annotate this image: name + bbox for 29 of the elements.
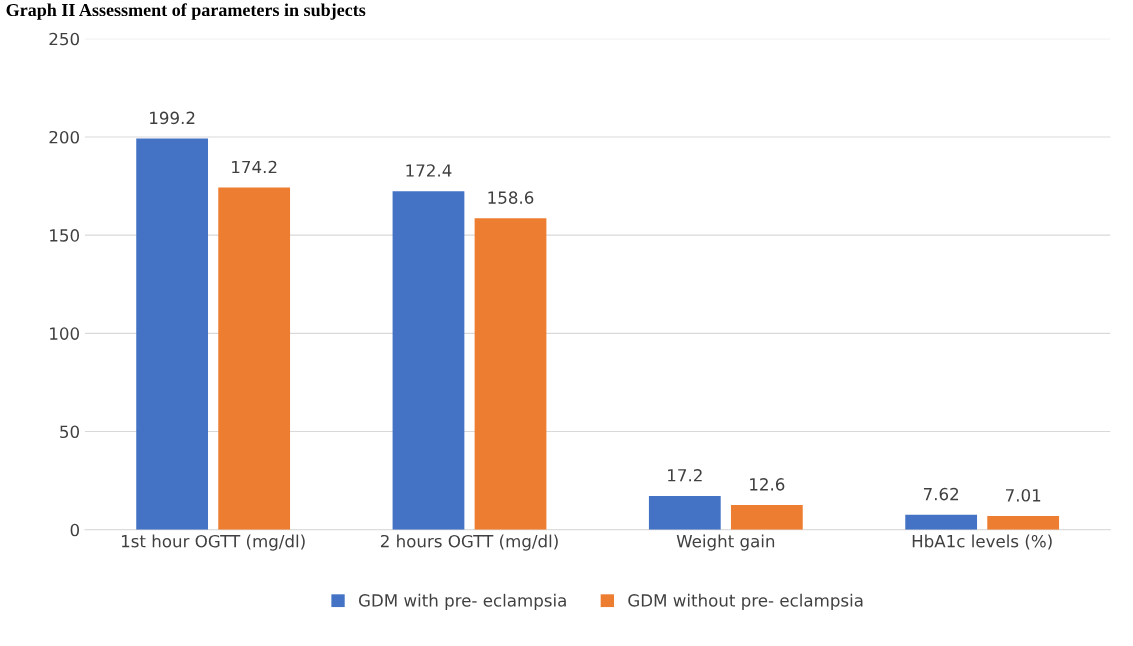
bar — [730, 504, 803, 530]
data-label: 199.2 — [150, 111, 195, 125]
data-label: 7.01 — [1006, 489, 1041, 502]
data-label: 17.2 — [668, 468, 702, 482]
y-tick-label: 0 — [70, 523, 80, 537]
bar — [474, 218, 547, 530]
bar — [218, 187, 291, 530]
y-tick-label: 200 — [49, 130, 80, 144]
legend-label: GDM without pre- eclampsia — [628, 593, 863, 610]
x-tick-label: HbA1c levels (%) — [912, 534, 1052, 550]
bar — [648, 495, 721, 530]
bar — [987, 515, 1060, 530]
bar — [392, 191, 465, 530]
bar — [136, 138, 209, 530]
y-tick-label: 50 — [60, 425, 80, 439]
data-label: 158.6 — [488, 191, 534, 204]
chart-title: Graph II Assessment of parameters in subjects — [6, 3, 366, 20]
data-label: 174.2 — [232, 160, 277, 174]
x-tick-label: Weight gain — [676, 534, 775, 551]
data-label: 7.62 — [923, 487, 959, 501]
bar — [905, 514, 978, 530]
y-tick-label: 100 — [50, 327, 80, 340]
y-tick-label: 150 — [50, 229, 80, 242]
data-label: 172.4 — [406, 164, 452, 177]
legend-label: GDM with pre- eclampsia — [358, 593, 566, 610]
x-tick-label: 2 hours OGTT (mg/dl) — [380, 534, 558, 551]
data-label: 12.6 — [750, 478, 785, 491]
x-tick-label: 1st hour OGTT (mg/dl) — [121, 534, 305, 551]
y-tick-label: 250 — [49, 32, 80, 46]
